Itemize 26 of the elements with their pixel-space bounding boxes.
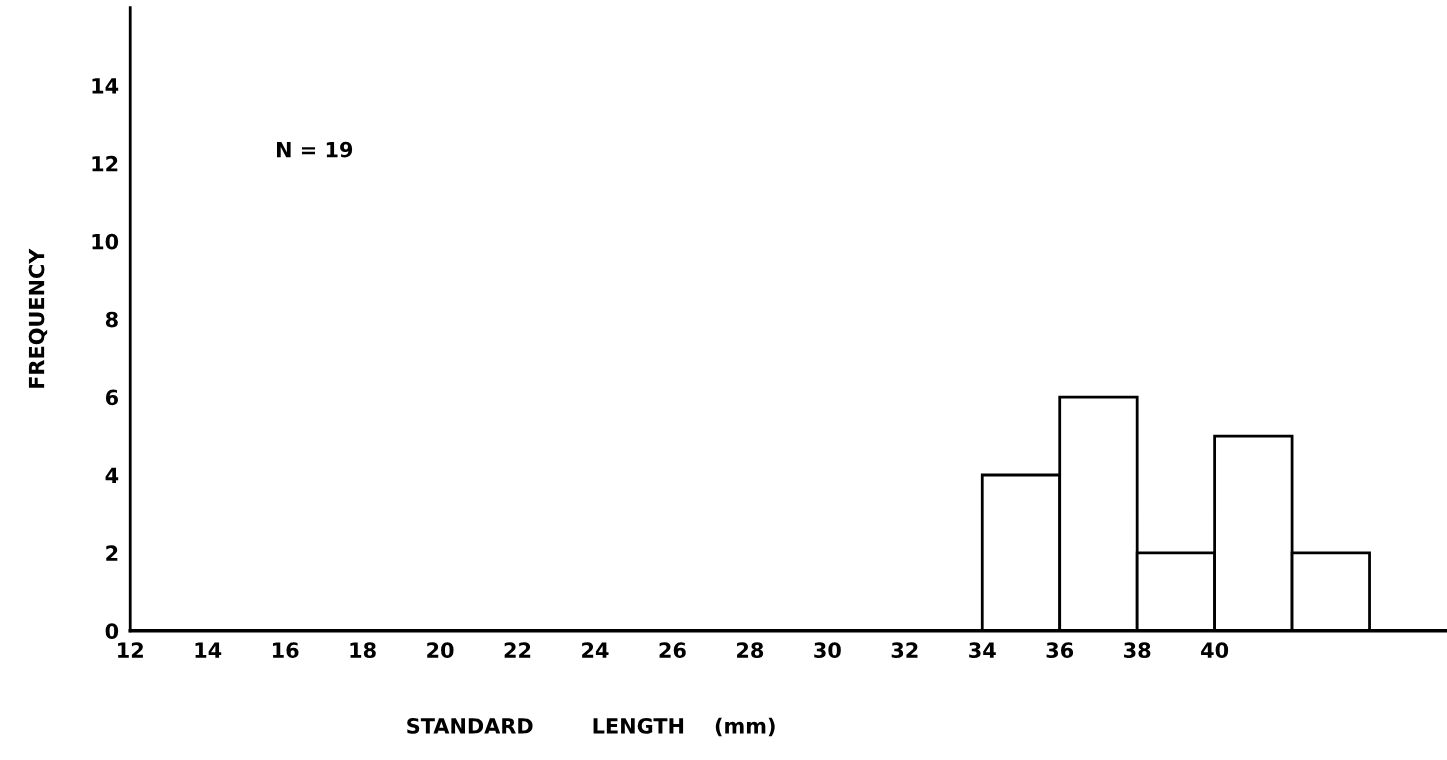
x-tick-label: 24 (582, 642, 609, 658)
annotation: N = 19 (276, 141, 353, 158)
x-tick-label: 36 (1046, 642, 1074, 659)
y-axis-title: FREQUENCY (28, 248, 48, 388)
y-tick-label: 10 (92, 233, 119, 250)
x-tick-label: 28 (737, 642, 764, 659)
x-tick-label: 34 (969, 642, 996, 659)
y-tick-label: 6 (105, 389, 118, 406)
x-tick-label: 30 (814, 642, 841, 659)
x-tick-label: 16 (273, 642, 299, 659)
x-tick-label: 26 (659, 642, 686, 659)
y-tick-label: 12 (92, 155, 118, 172)
x-tick-label: 20 (427, 642, 454, 659)
x-tick-label: 22 (504, 642, 531, 658)
x-tick-label: 32 (891, 642, 918, 659)
y-tick-label: 4 (105, 467, 119, 483)
x-tick-label: 12 (118, 642, 143, 658)
y-tick-label: 8 (105, 311, 118, 328)
y-tick-label: 2 (106, 545, 118, 561)
x-tick-label: 18 (350, 642, 376, 659)
y-tick-label: 14 (92, 78, 119, 94)
x-axis-title: STANDARD LENGTH (mm) (407, 717, 775, 737)
x-tick-label: 14 (195, 642, 222, 658)
x-tick-label: 40 (1201, 642, 1229, 659)
y-tick-label: 0 (105, 623, 119, 640)
x-tick-label: 38 (1124, 642, 1151, 659)
